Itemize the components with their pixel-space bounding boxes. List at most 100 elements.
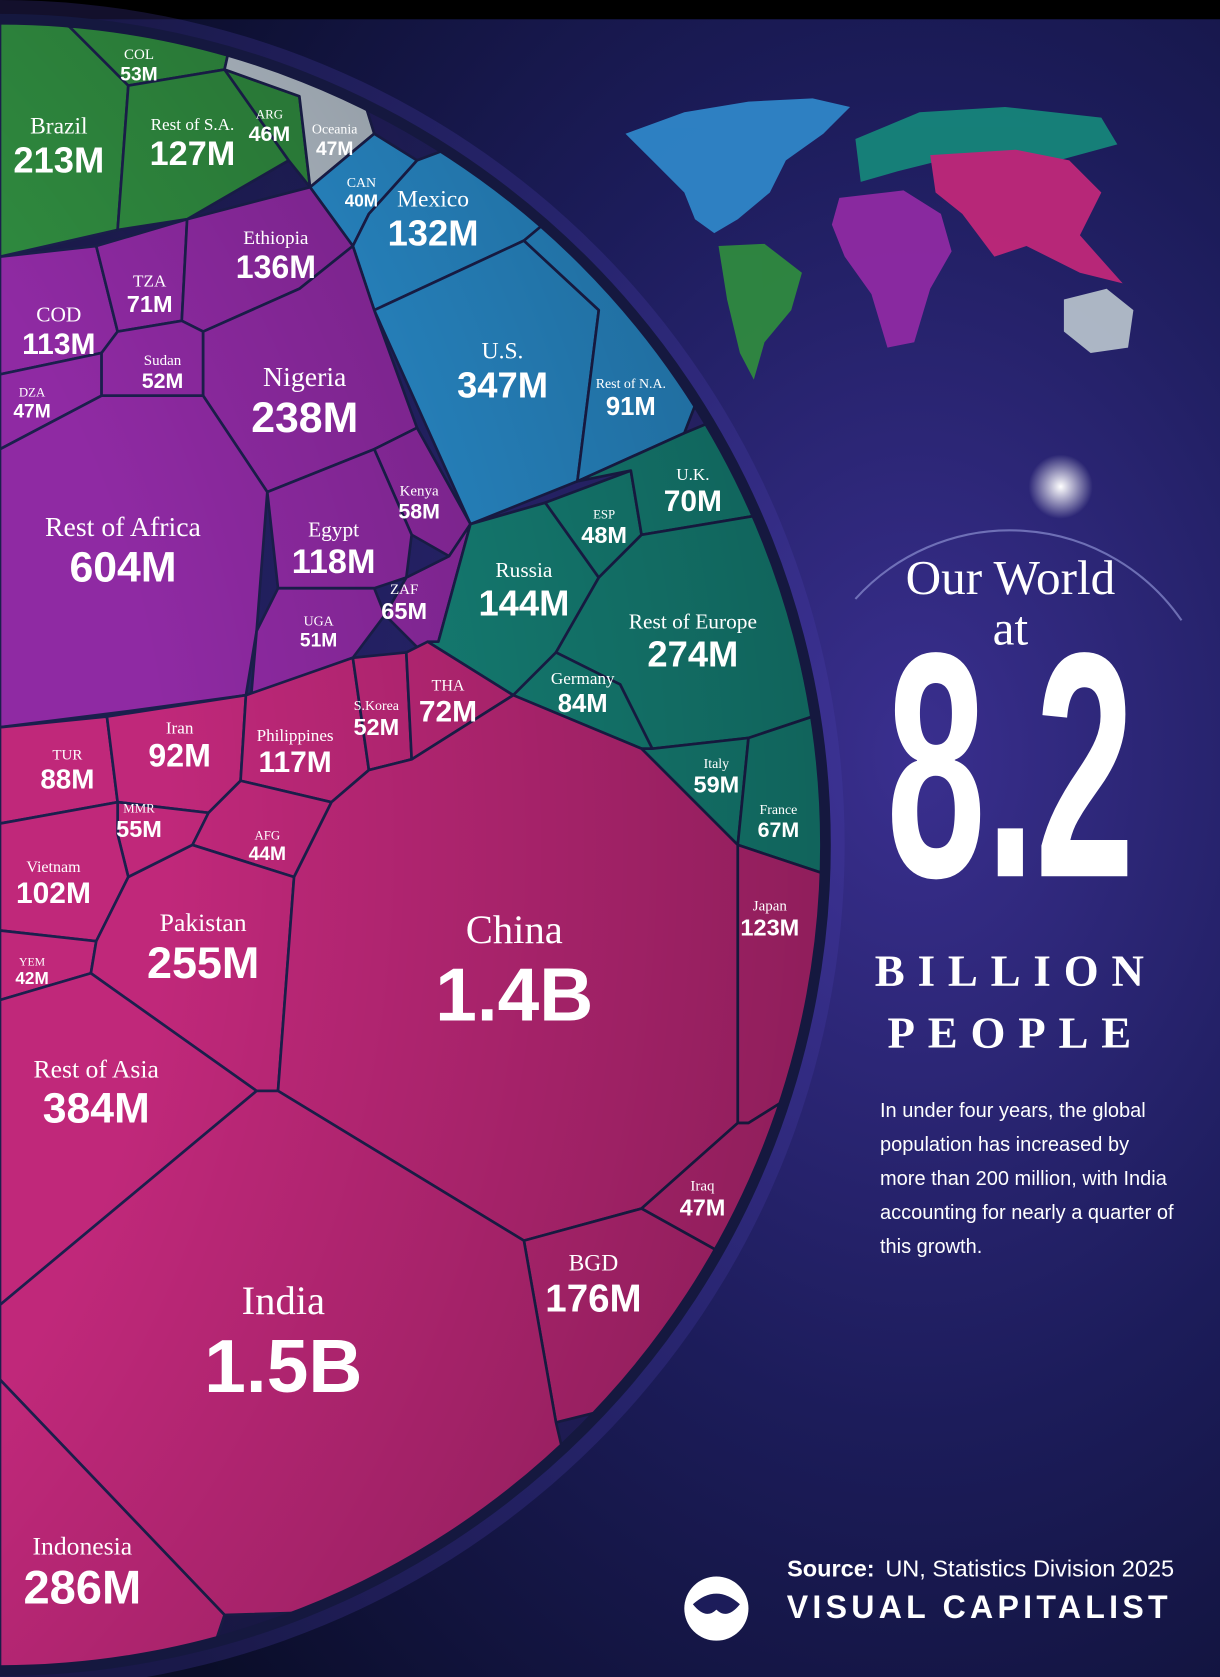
cell-value-label: 48M xyxy=(581,522,627,548)
cell-value-label: 51M xyxy=(300,631,337,652)
cell-name: Rest of N.A. xyxy=(596,377,666,392)
cell-value-label: 127M xyxy=(150,135,236,173)
cell-name: UGA xyxy=(304,615,334,630)
brand: VISUAL CAPITALIST xyxy=(787,1589,1172,1625)
cell-value-label: 1.4B xyxy=(435,953,593,1037)
cell-value-label: 47M xyxy=(316,139,353,160)
cell-value-label: 59M xyxy=(694,772,740,798)
cell-name: Iraq xyxy=(690,1179,715,1195)
cell-name: Vietnam xyxy=(26,859,81,876)
cell-name: DZA xyxy=(19,386,46,400)
cell-name: COD xyxy=(36,302,81,326)
cell-value-label: 52M xyxy=(142,369,184,393)
cell-value-label: 44M xyxy=(249,844,286,865)
cell-name: TZA xyxy=(133,271,167,290)
cell-value-label: 47M xyxy=(680,1195,726,1221)
cell-value-label: 118M xyxy=(292,543,376,581)
source-label: Source: xyxy=(787,1555,875,1581)
cell-name: Mexico xyxy=(397,186,469,212)
cell-name: Pakistan xyxy=(160,908,247,937)
cell-value-label: 384M xyxy=(43,1085,150,1133)
cell-name: YEM xyxy=(19,955,46,968)
cell-name: Indonesia xyxy=(32,1532,132,1561)
cell-value-label: 84M xyxy=(558,690,608,718)
cell-name: U.S. xyxy=(482,338,524,364)
cell-value-label: 1.5B xyxy=(204,1324,362,1408)
cell-value-label: 52M xyxy=(353,714,399,740)
cell-value-label: 65M xyxy=(381,598,427,624)
cell-name: France xyxy=(760,803,798,818)
cell-value-label: 55M xyxy=(116,816,162,842)
cell-name: Philippines xyxy=(257,726,334,745)
map-oceania xyxy=(1063,288,1134,353)
cell-value-label: 144M xyxy=(478,582,569,623)
cell-value-label: 92M xyxy=(148,738,210,774)
cell-name: THA xyxy=(432,677,465,694)
cell-name: AFG xyxy=(254,828,280,842)
cell-value-label: 136M xyxy=(236,249,316,285)
flare xyxy=(1028,454,1093,519)
cell-value-label: 70M xyxy=(664,485,722,518)
cell-value-label: 102M xyxy=(16,877,91,910)
cell-name: U.K. xyxy=(676,465,709,484)
cell-name: Germany xyxy=(551,669,615,688)
cell-value-label: 213M xyxy=(13,140,104,181)
cell-name: Nigeria xyxy=(263,362,346,393)
cell-value-label: 604M xyxy=(69,544,176,592)
top-bar xyxy=(0,0,1220,20)
map-asia xyxy=(930,149,1123,284)
cell-name: Kenya xyxy=(400,483,439,499)
cell-name: Iran xyxy=(166,718,194,737)
cell-value-label: 58M xyxy=(398,500,440,524)
total: 8.2 xyxy=(886,586,1134,944)
cell-name: Ethiopia xyxy=(243,228,309,249)
map-north-america xyxy=(625,98,851,234)
cell-value-label: 71M xyxy=(127,291,173,317)
cell-name: Oceania xyxy=(312,123,357,138)
cell-value-label: 286M xyxy=(23,1560,141,1613)
cell-name: TUR xyxy=(52,748,82,764)
cell-name: S.Korea xyxy=(354,699,399,714)
title-line: at xyxy=(993,600,1029,655)
cell-name: ARG xyxy=(256,107,283,121)
disc-border xyxy=(0,14,831,1676)
cell-value-label: 132M xyxy=(388,212,479,253)
cell-name: Brazil xyxy=(30,114,88,140)
cell-value-label: 238M xyxy=(251,394,358,442)
disc-shade xyxy=(0,23,821,1667)
map-africa xyxy=(831,190,952,348)
cell-value-label: 47M xyxy=(13,401,50,422)
map-north-eurasia xyxy=(855,106,1118,182)
world-map xyxy=(625,98,1134,380)
cell-value-label: 46M xyxy=(249,122,291,146)
subtitle-line: PEOPLE xyxy=(887,1008,1144,1058)
cell-name: China xyxy=(466,907,563,952)
cell-name: Rest of S.A. xyxy=(151,115,235,134)
cell-value-label: 123M xyxy=(740,915,799,941)
cell-name: Sudan xyxy=(144,353,182,369)
description: In under four years, the global populati… xyxy=(880,1100,1174,1258)
cell-name: Russia xyxy=(495,558,553,582)
cell-value-label: 53M xyxy=(120,64,157,85)
flare-arc xyxy=(854,529,1183,621)
cell-name: Rest of Europe xyxy=(629,609,757,633)
cell-value-label: 88M xyxy=(40,763,94,794)
cell-value-label: 274M xyxy=(647,634,738,675)
cell-name: Italy xyxy=(704,757,730,772)
map-south-america xyxy=(718,243,802,380)
subtitle-line: BILLION xyxy=(875,946,1157,996)
cell-value-label: 42M xyxy=(15,969,48,988)
brand-logo-mark xyxy=(692,1593,740,1614)
cell-value-label: 67M xyxy=(758,818,800,842)
cell-name: COL xyxy=(124,47,154,63)
cell-value-label: 40M xyxy=(345,191,378,210)
cell-value-label: 113M xyxy=(22,328,95,361)
cell-name: CAN xyxy=(347,176,376,191)
cell-name: BGD xyxy=(569,1251,619,1277)
cell-name: ESP xyxy=(593,507,615,521)
